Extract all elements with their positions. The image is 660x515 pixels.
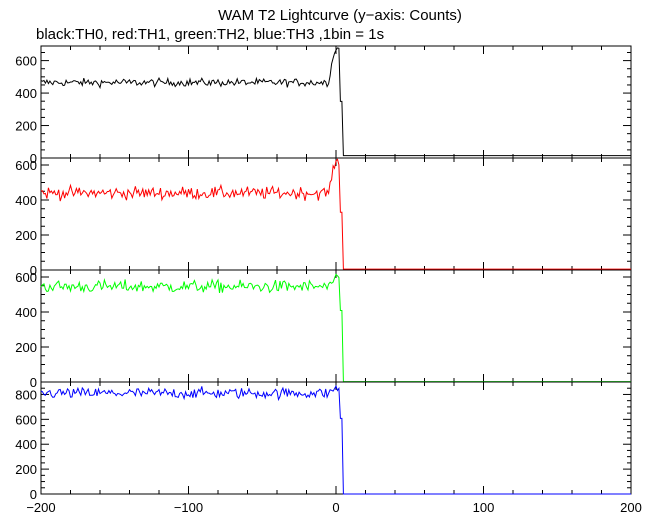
y-tick-label-TH1: 0 [30,263,37,278]
y-tick-label-TH2: 400 [15,305,37,320]
x-tick-label: 200 [620,500,642,515]
y-tick-label-TH1: 600 [15,158,37,173]
x-tick-label: −100 [174,500,203,515]
x-tick-label: −200 [26,500,55,515]
y-tick-label-TH3: 200 [15,462,37,477]
panel-frame-TH3 [40,381,632,495]
panel-frame-TH0 [40,45,632,159]
y-tick-label-TH2: 600 [15,270,37,285]
y-tick-label-TH3: 400 [15,437,37,452]
series-line-TH3 [40,384,631,495]
y-tick-label-TH3: 0 [30,487,37,502]
y-tick-label-TH1: 200 [15,228,37,243]
y-tick-label-TH0: 0 [30,151,37,166]
chart-title: WAM T2 Lightcurve (y−axis: Counts) [218,7,462,24]
y-tick-label-TH3: 800 [15,387,37,402]
series-line-TH0 [40,47,631,157]
y-tick-label-TH2: 0 [30,375,37,390]
y-tick-label-TH0: 600 [15,54,37,69]
panel-frame-TH1 [40,157,632,271]
series-line-TH1 [40,158,631,270]
y-tick-label-TH1: 400 [15,193,37,208]
panel-frame-TH2 [40,269,632,383]
x-tick-label: 0 [332,500,339,515]
y-tick-label-TH0: 200 [15,119,37,134]
y-tick-label-TH0: 400 [15,86,37,101]
chart-subtitle: black:TH0, red:TH1, green:TH2, blue:TH3 … [36,26,385,43]
x-tick-label: 100 [473,500,495,515]
y-tick-label-TH2: 200 [15,340,37,355]
y-tick-label-TH3: 600 [15,412,37,427]
series-line-TH2 [40,273,631,383]
